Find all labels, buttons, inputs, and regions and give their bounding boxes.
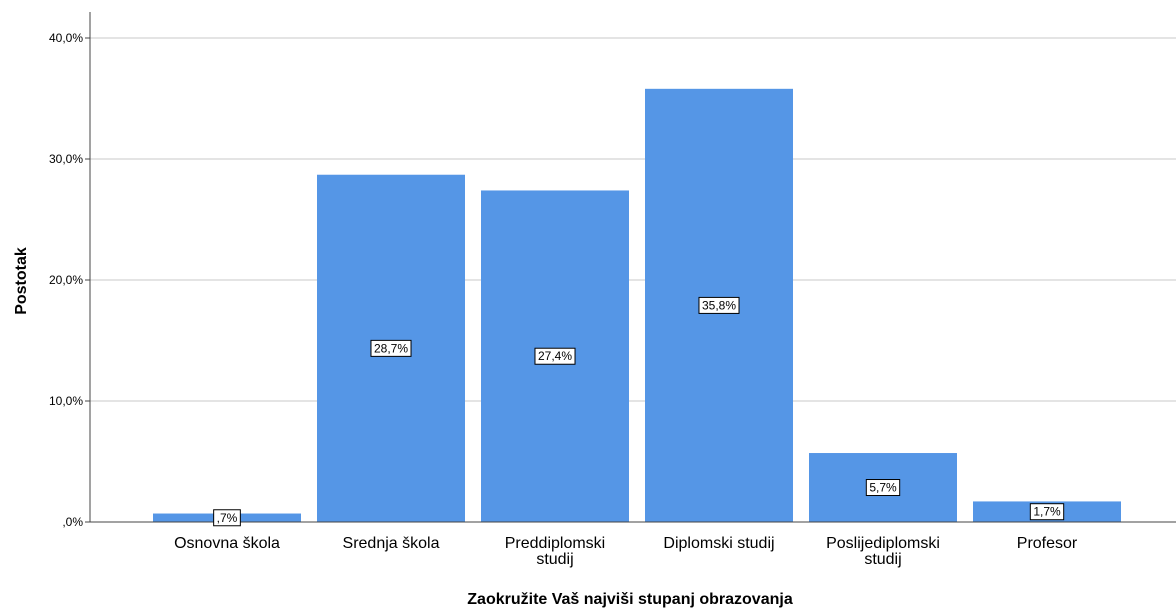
y-tick-label: 20,0% (49, 273, 83, 287)
data-label: 5,7% (865, 479, 901, 497)
svg-text:1,7%: 1,7% (1033, 505, 1061, 519)
data-label: 27,4% (534, 347, 576, 365)
data-label: 1,7% (1029, 503, 1065, 521)
y-tick-labels: ,0% 10,0% 20,0% 30,0% 40,0% (49, 31, 83, 529)
svg-text:5,7%: 5,7% (869, 481, 897, 495)
svg-text:27,4%: 27,4% (538, 349, 572, 363)
y-tick-label: 10,0% (49, 394, 83, 408)
x-axis-title: Zaokružite Vaš najviši stupanj obrazovan… (467, 591, 793, 608)
svg-text:28,7%: 28,7% (374, 341, 408, 355)
data-labels: ,7% 28,7% 27,4% 35,8% 5,7% 1,7% (213, 296, 1065, 527)
y-axis-title: Postotak (13, 247, 30, 315)
x-tick-label: Preddiplomski studij (505, 535, 605, 568)
y-tick-label: ,0% (62, 515, 83, 529)
axes (89, 12, 1176, 523)
svg-text:35,8%: 35,8% (702, 298, 736, 312)
gridlines (85, 37, 1176, 523)
data-label: 35,8% (698, 296, 740, 314)
y-tick-label: 30,0% (49, 152, 83, 166)
x-tick-labels: Osnovna škola Srednja škola Preddiplomski s… (174, 535, 1078, 568)
x-tick-label: Diplomski studij (663, 535, 774, 552)
x-tick-label: Srednja škola (343, 535, 440, 552)
svg-text:,7%: ,7% (217, 511, 238, 525)
y-tick-label: 40,0% (49, 31, 83, 45)
data-label: ,7% (213, 509, 241, 527)
x-tick-label: Osnovna škola (174, 535, 280, 552)
bars (153, 88, 1121, 523)
x-tick-label: Poslijediplomski studij (826, 535, 940, 568)
x-tick-label: Profesor (1017, 535, 1078, 552)
data-label: 28,7% (370, 339, 412, 357)
